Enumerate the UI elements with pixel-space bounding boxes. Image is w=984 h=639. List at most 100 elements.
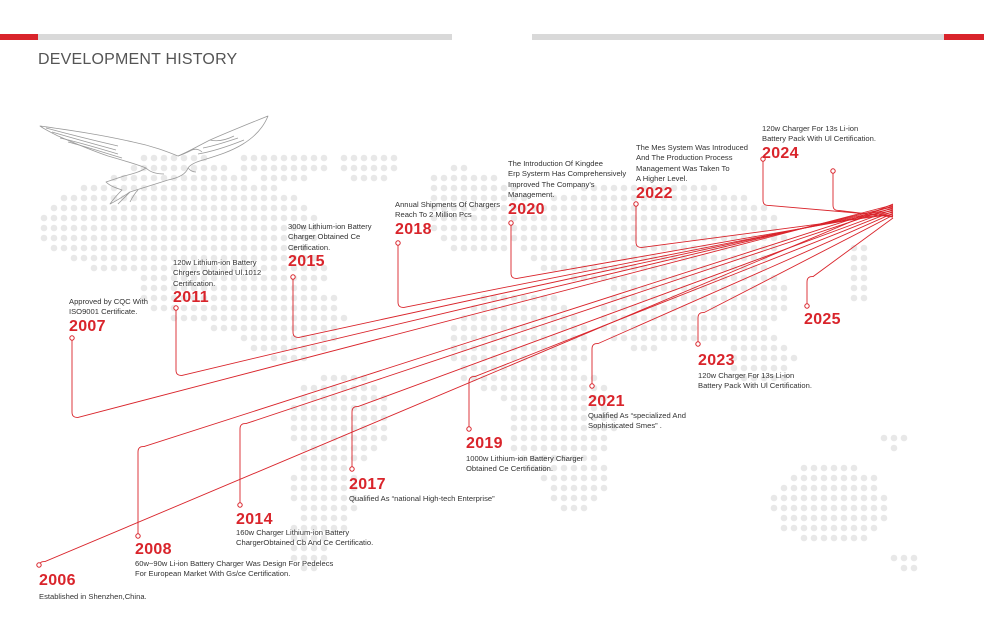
timeline-dot-2025-upper bbox=[830, 168, 836, 174]
map-dot bbox=[880, 434, 888, 442]
map-dot bbox=[240, 164, 248, 172]
map-dot bbox=[190, 284, 198, 292]
map-dot bbox=[710, 294, 718, 302]
map-dot bbox=[680, 314, 688, 322]
timeline-line-2025-upper bbox=[832, 171, 894, 218]
map-dot bbox=[290, 544, 298, 552]
map-dot bbox=[570, 214, 578, 222]
map-dot bbox=[280, 204, 288, 212]
map-dot bbox=[530, 344, 538, 352]
map-dot bbox=[490, 194, 498, 202]
map-dot bbox=[70, 214, 78, 222]
map-dot bbox=[510, 364, 518, 372]
map-dot bbox=[570, 424, 578, 432]
map-dot bbox=[500, 214, 508, 222]
map-dot bbox=[530, 324, 538, 332]
map-dot bbox=[490, 374, 498, 382]
map-dot bbox=[570, 454, 578, 462]
map-dot bbox=[840, 484, 848, 492]
map-dot bbox=[110, 204, 118, 212]
map-dot bbox=[150, 174, 158, 182]
map-dot bbox=[340, 424, 348, 432]
map-dot bbox=[70, 204, 78, 212]
top-bar-left bbox=[0, 34, 452, 40]
map-dot bbox=[180, 274, 188, 282]
map-dot bbox=[60, 214, 68, 222]
map-dot bbox=[530, 424, 538, 432]
map-dot bbox=[350, 394, 358, 402]
map-dot bbox=[320, 514, 328, 522]
map-dot bbox=[160, 174, 168, 182]
map-dot bbox=[530, 304, 538, 312]
map-dot bbox=[350, 504, 358, 512]
map-dot bbox=[580, 194, 588, 202]
map-dot bbox=[240, 254, 248, 262]
map-dot bbox=[670, 224, 678, 232]
map-dot bbox=[230, 284, 238, 292]
map-dot bbox=[440, 174, 448, 182]
map-dot bbox=[190, 264, 198, 272]
map-dot bbox=[300, 384, 308, 392]
map-dot bbox=[180, 314, 188, 322]
map-dot bbox=[810, 534, 818, 542]
map-dot bbox=[530, 204, 538, 212]
map-dot bbox=[550, 454, 558, 462]
map-dot bbox=[110, 214, 118, 222]
map-dot bbox=[570, 434, 578, 442]
map-dot bbox=[220, 174, 228, 182]
map-dot bbox=[690, 214, 698, 222]
map-dot bbox=[720, 214, 728, 222]
map-dot bbox=[710, 204, 718, 212]
map-dot bbox=[730, 334, 738, 342]
map-dot bbox=[570, 394, 578, 402]
map-dot bbox=[340, 314, 348, 322]
map-dot bbox=[850, 254, 858, 262]
map-dot bbox=[260, 274, 268, 282]
map-dot bbox=[150, 154, 158, 162]
map-dot bbox=[150, 254, 158, 262]
map-dot bbox=[260, 244, 268, 252]
map-dot bbox=[200, 244, 208, 252]
map-dot bbox=[130, 214, 138, 222]
map-dot bbox=[70, 234, 78, 242]
map-dot bbox=[180, 244, 188, 252]
map-dot bbox=[760, 214, 768, 222]
map-dot bbox=[790, 474, 798, 482]
map-dot bbox=[560, 444, 568, 452]
map-dot bbox=[260, 324, 268, 332]
timeline-dot-2006 bbox=[36, 562, 42, 568]
map-dot bbox=[340, 384, 348, 392]
map-dot bbox=[860, 524, 868, 532]
map-dot bbox=[760, 204, 768, 212]
map-dot bbox=[320, 464, 328, 472]
map-dot bbox=[160, 154, 168, 162]
map-dot bbox=[530, 254, 538, 262]
map-dot bbox=[210, 254, 218, 262]
map-dot bbox=[450, 204, 458, 212]
map-dot bbox=[560, 414, 568, 422]
map-dot bbox=[620, 194, 628, 202]
milestone-year: 2017 bbox=[349, 476, 386, 493]
map-dot bbox=[520, 424, 528, 432]
map-dot bbox=[810, 524, 818, 532]
map-dot bbox=[210, 284, 218, 292]
map-dot bbox=[300, 514, 308, 522]
map-dot bbox=[470, 324, 478, 332]
map-dot bbox=[180, 184, 188, 192]
map-dot bbox=[200, 184, 208, 192]
map-dot bbox=[530, 244, 538, 252]
map-dot bbox=[770, 244, 778, 252]
map-dot bbox=[560, 474, 568, 482]
map-dot bbox=[670, 184, 678, 192]
map-dot bbox=[280, 294, 288, 302]
map-dot bbox=[760, 364, 768, 372]
map-dot bbox=[510, 334, 518, 342]
map-dot bbox=[330, 524, 338, 532]
map-dot bbox=[750, 334, 758, 342]
map-dot bbox=[480, 364, 488, 372]
map-dot bbox=[260, 154, 268, 162]
map-dot bbox=[240, 274, 248, 282]
map-dot bbox=[690, 294, 698, 302]
milestone-year: 2007 bbox=[69, 317, 106, 335]
map-dot bbox=[510, 184, 518, 192]
